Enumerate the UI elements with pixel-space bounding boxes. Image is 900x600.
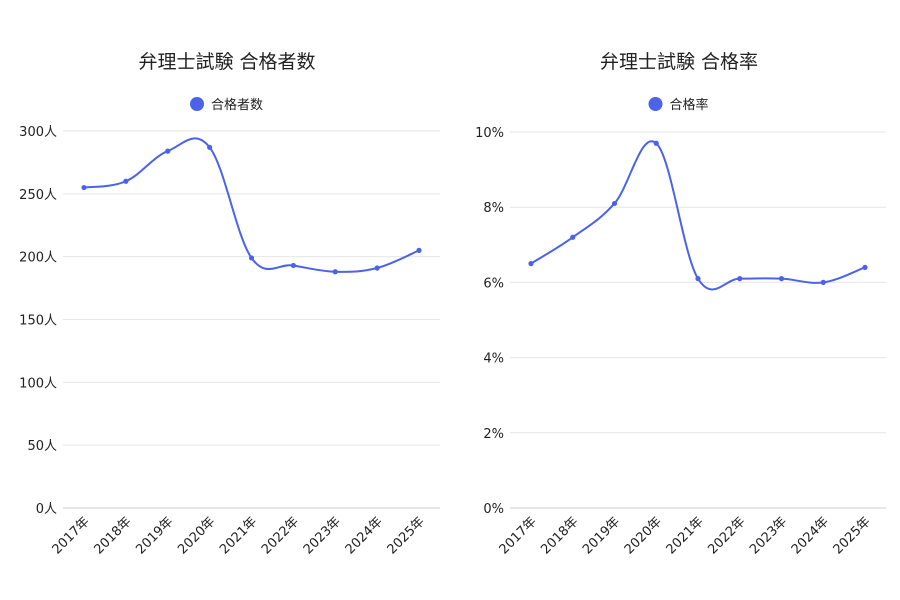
x-tick-label: 2025年 — [831, 514, 874, 557]
y-tick-label: 0人 — [36, 502, 57, 517]
y-tick-label: 2% — [483, 427, 504, 442]
x-tick-label: 2019年 — [133, 514, 176, 557]
series-line — [530, 140, 866, 291]
data-point[interactable] — [207, 144, 213, 150]
x-tick-label: 2020年 — [175, 514, 218, 557]
x-tick-label: 2017年 — [497, 514, 540, 557]
data-point[interactable] — [570, 234, 576, 240]
y-tick-label: 10% — [475, 126, 504, 141]
x-tick-label: 2018年 — [538, 514, 581, 557]
x-tick-label: 2019年 — [580, 514, 623, 557]
y-tick-label: 300人 — [19, 125, 57, 140]
x-tick-label: 2022年 — [259, 514, 302, 557]
y-tick-label: 0% — [483, 502, 504, 517]
x-tick-label: 2024年 — [343, 514, 386, 557]
legend: 合格者数 — [190, 97, 263, 113]
legend-swatch — [190, 97, 204, 111]
y-tick-label: 6% — [483, 276, 504, 291]
y-tick-label: 200人 — [19, 251, 57, 266]
data-point[interactable] — [332, 269, 338, 275]
data-point[interactable] — [123, 178, 129, 184]
x-tick-label: 2021年 — [217, 514, 260, 557]
data-point[interactable] — [737, 276, 743, 282]
x-tick-label: 2023年 — [301, 514, 344, 557]
chart-title: 弁理士試験 合格率 — [600, 51, 758, 73]
data-point[interactable] — [81, 184, 87, 191]
x-tick-label: 2017年 — [50, 514, 93, 557]
y-tick-label: 250人 — [19, 188, 57, 203]
y-tick-label: 8% — [483, 201, 504, 216]
x-tick-label: 2021年 — [664, 514, 707, 557]
data-point[interactable] — [611, 200, 618, 207]
y-tick-label: 150人 — [19, 314, 57, 329]
x-tick-label: 2024年 — [789, 514, 832, 557]
series-line — [83, 137, 420, 273]
legend-label: 合格者数 — [211, 97, 263, 113]
y-tick-label: 4% — [483, 352, 504, 367]
data-point[interactable] — [695, 276, 701, 282]
data-point[interactable] — [374, 265, 380, 271]
data-point[interactable] — [248, 255, 255, 261]
legend-label: 合格率 — [670, 97, 709, 113]
legend-swatch — [648, 97, 663, 111]
data-point[interactable] — [416, 247, 422, 253]
data-point[interactable] — [290, 262, 296, 269]
y-tick-label: 100人 — [19, 376, 57, 391]
x-tick-label: 2025年 — [385, 514, 428, 557]
x-tick-label: 2023年 — [747, 514, 790, 557]
data-point[interactable] — [862, 264, 868, 270]
x-tick-label: 2022年 — [705, 514, 748, 557]
data-point[interactable] — [820, 279, 826, 285]
chart-title: 弁理士試験 合格者数 — [138, 51, 315, 73]
x-tick-label: 2018年 — [92, 514, 135, 557]
y-tick-label: 50人 — [27, 439, 57, 454]
data-point[interactable] — [778, 276, 785, 282]
legend: 合格率 — [648, 97, 709, 113]
data-point[interactable] — [528, 261, 534, 267]
x-tick-label: 2020年 — [622, 514, 665, 557]
data-point[interactable] — [653, 140, 659, 146]
data-point[interactable] — [165, 148, 171, 154]
